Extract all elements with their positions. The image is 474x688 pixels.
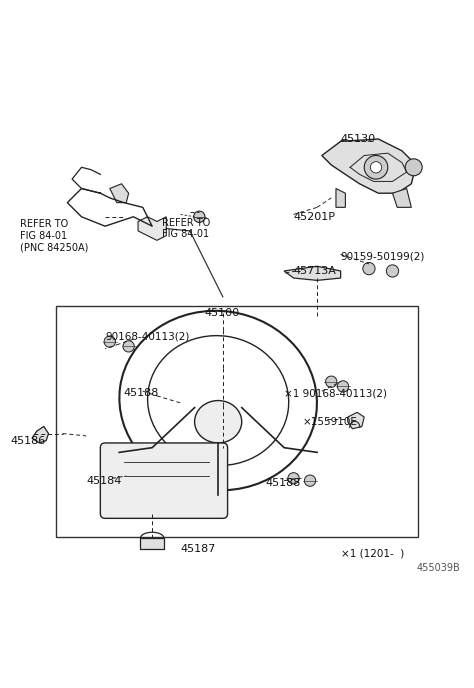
Polygon shape <box>336 189 346 207</box>
Polygon shape <box>110 184 128 203</box>
Polygon shape <box>32 427 48 443</box>
Ellipse shape <box>195 400 242 443</box>
Polygon shape <box>392 189 411 207</box>
Polygon shape <box>322 139 416 193</box>
Bar <box>55 306 419 537</box>
Polygon shape <box>284 266 341 281</box>
Text: ×1 (1201-  ): ×1 (1201- ) <box>341 549 404 559</box>
Circle shape <box>288 473 299 484</box>
Text: 90168-40113(2): 90168-40113(2) <box>105 332 190 342</box>
Text: ×1 90168-40113(2): ×1 90168-40113(2) <box>284 389 387 398</box>
Circle shape <box>363 263 375 275</box>
Text: 455039B: 455039B <box>416 563 460 572</box>
Circle shape <box>194 211 205 222</box>
Text: 45187: 45187 <box>181 544 216 554</box>
Text: 45188: 45188 <box>124 389 159 398</box>
Text: ×155910E: ×155910E <box>303 417 358 427</box>
Circle shape <box>386 265 399 277</box>
Text: 45186: 45186 <box>11 436 46 446</box>
Text: 45184: 45184 <box>86 475 122 486</box>
Text: REFER TO
FIG 84-01
(PNC 84250A): REFER TO FIG 84-01 (PNC 84250A) <box>20 219 89 252</box>
Polygon shape <box>140 538 164 549</box>
Circle shape <box>104 336 116 347</box>
Circle shape <box>304 475 316 486</box>
Circle shape <box>123 341 134 352</box>
Text: 45713A: 45713A <box>293 266 337 276</box>
Text: 45188: 45188 <box>265 478 301 488</box>
Polygon shape <box>348 412 364 429</box>
Text: 45100: 45100 <box>204 308 239 319</box>
Text: 45201P: 45201P <box>293 212 336 222</box>
Circle shape <box>370 162 382 173</box>
Circle shape <box>337 380 349 392</box>
Text: 45130: 45130 <box>341 134 376 144</box>
Circle shape <box>405 159 422 175</box>
FancyBboxPatch shape <box>100 443 228 518</box>
Circle shape <box>364 155 388 179</box>
Text: REFER TO
FIG 84-01: REFER TO FIG 84-01 <box>162 217 210 239</box>
Polygon shape <box>138 217 166 240</box>
Circle shape <box>326 376 337 387</box>
Text: 90159-50199(2): 90159-50199(2) <box>341 252 425 262</box>
